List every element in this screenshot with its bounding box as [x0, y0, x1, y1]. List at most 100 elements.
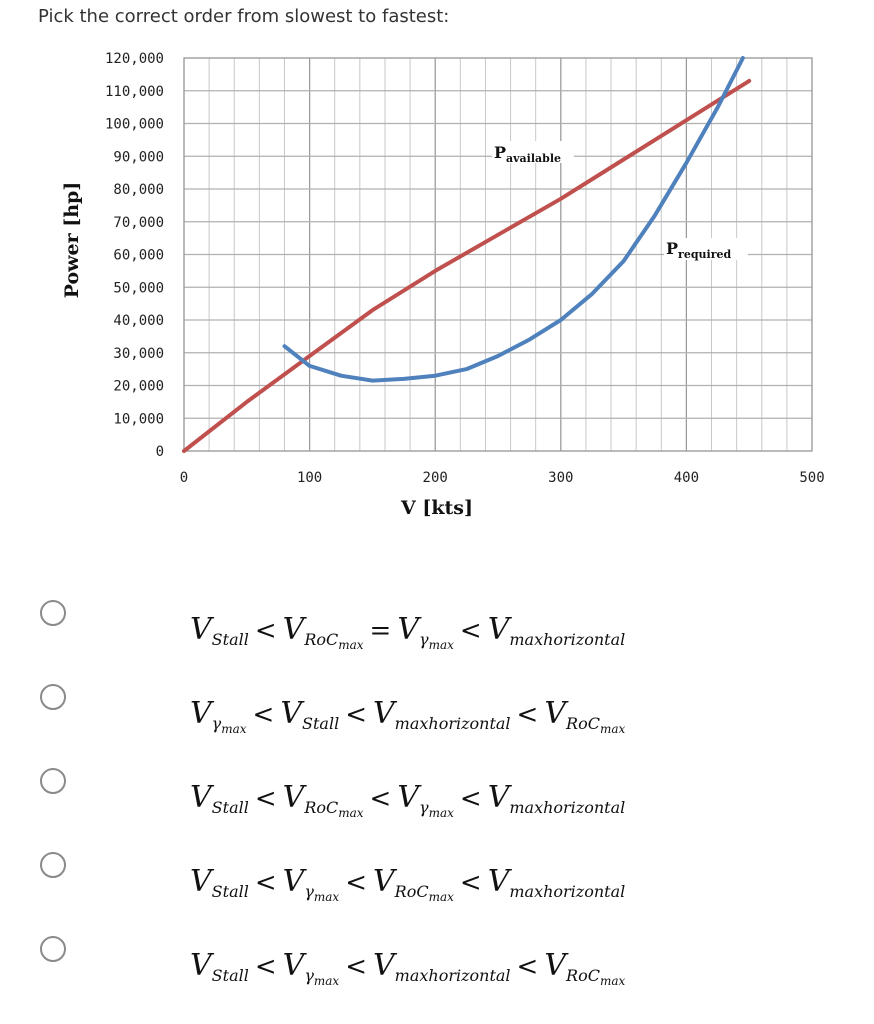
- series-line-required: [282, 56, 745, 383]
- series-label-available: Pavailable: [494, 143, 561, 165]
- data-point-required: [339, 374, 343, 378]
- radio-button-option-2[interactable]: [40, 684, 66, 710]
- data-point-required: [370, 379, 374, 383]
- option-formula-1: VStall < VRoCmax = Vγmax < Vmaxhorizontal: [190, 612, 625, 652]
- formula-term: VRoCmax: [372, 864, 454, 904]
- data-point-available: [747, 79, 751, 83]
- formula-term: VStall: [190, 780, 249, 817]
- data-point-required: [465, 367, 469, 371]
- formula-term: Vmaxhorizontal: [487, 864, 626, 901]
- data-point-available: [370, 308, 374, 312]
- formula-operator: <: [254, 868, 277, 898]
- series-line-available: [182, 78, 752, 453]
- formula-term: VRoCmax: [544, 948, 626, 988]
- data-point-required: [684, 161, 688, 165]
- y-tick-label: 60,000: [113, 248, 164, 264]
- radio-button-option-5[interactable]: [40, 936, 66, 962]
- formula-term: VRoCmax: [544, 696, 626, 736]
- formula-operator: <: [254, 616, 277, 646]
- data-point-required: [559, 318, 563, 322]
- formula-term: Vγmax: [282, 864, 340, 904]
- option-formula-4: VStall < Vγmax < VRoCmax < Vmaxhorizontal: [190, 864, 625, 904]
- formula-operator: <: [345, 700, 367, 730]
- data-point-available: [496, 233, 500, 237]
- data-point-available: [308, 354, 312, 358]
- formula-term: VStall: [280, 696, 340, 733]
- plot-border: [183, 57, 813, 452]
- data-point-required: [622, 259, 626, 263]
- y-tick-label: 20,000: [113, 379, 164, 395]
- data-point-required: [716, 105, 720, 109]
- answer-option-5[interactable]: VStall < Vγmax < Vmaxhorizontal < VRoCmax: [0, 912, 874, 996]
- formula-term: Vγmax: [397, 780, 454, 820]
- formula-term: VRoCmax: [282, 780, 364, 820]
- answer-option-2[interactable]: Vγmax < VStall < Vmaxhorizontal < VRoCmax: [0, 660, 874, 744]
- radio-button-option-3[interactable]: [40, 768, 66, 794]
- y-axis-label: Power [hp]: [61, 182, 83, 299]
- x-tick-label: 300: [548, 470, 573, 486]
- formula-term: Vγmax: [282, 948, 340, 988]
- formula-operator: <: [369, 784, 392, 814]
- formula-operator: <: [254, 952, 277, 982]
- y-tick-label: 70,000: [113, 215, 164, 231]
- data-point-available: [559, 197, 563, 201]
- data-point-required: [433, 374, 437, 378]
- formula-term: VStall: [190, 864, 249, 901]
- x-tick-label: 0: [180, 470, 188, 486]
- formula-operator: <: [252, 700, 275, 730]
- y-tick-label: 0: [156, 444, 164, 460]
- formula-term: Vγmax: [397, 612, 454, 652]
- x-tick-label: 400: [674, 470, 699, 486]
- data-point-required: [308, 364, 312, 368]
- answer-option-4[interactable]: VStall < Vγmax < VRoCmax < Vmaxhorizontal: [0, 828, 874, 912]
- radio-button-option-1[interactable]: [40, 600, 66, 626]
- formula-term: Vmaxhorizontal: [487, 612, 626, 649]
- y-tick-label: 40,000: [113, 313, 164, 329]
- x-tick-label: 200: [423, 470, 448, 486]
- formula-term: Vmaxhorizontal: [487, 780, 626, 817]
- data-point-available: [245, 400, 249, 404]
- option-formula-2: Vγmax < VStall < Vmaxhorizontal < VRoCmax: [190, 696, 625, 736]
- formula-operator: <: [516, 700, 539, 730]
- y-tick-label: 110,000: [105, 84, 164, 100]
- answer-option-1[interactable]: VStall < VRoCmax = Vγmax < Vmaxhorizontal: [0, 576, 874, 660]
- y-tick-label: 90,000: [113, 149, 164, 165]
- y-tick-label: 120,000: [105, 51, 164, 67]
- option-formula-5: VStall < Vγmax < Vmaxhorizontal < VRoCmax: [190, 948, 625, 988]
- x-tick-label: 500: [799, 470, 824, 486]
- y-tick-label: 30,000: [113, 346, 164, 362]
- data-point-required: [590, 292, 594, 296]
- formula-operator: <: [516, 952, 539, 982]
- formula-term: Vmaxhorizontal: [372, 696, 511, 733]
- x-axis-label: V [kts]: [400, 497, 473, 519]
- data-point-available: [622, 158, 626, 162]
- radio-button-option-4[interactable]: [40, 852, 66, 878]
- data-point-required: [496, 354, 500, 358]
- formula-term: VStall: [190, 948, 249, 985]
- y-tick-label: 100,000: [105, 117, 164, 133]
- data-point-required: [653, 213, 657, 217]
- power-velocity-chart: 0 10,000 20,000 30,000 40,000 50,000 60,000 70,…: [61, 51, 825, 519]
- formula-operator: <: [459, 868, 482, 898]
- x-tick-label: 100: [297, 470, 322, 486]
- data-point-required: [527, 338, 531, 342]
- option-formula-3: VStall < VRoCmax < Vγmax < Vmaxhorizontal: [190, 780, 625, 820]
- formula-operator: <: [254, 784, 277, 814]
- y-tick-label: 50,000: [113, 280, 164, 296]
- data-point-available: [433, 269, 437, 273]
- formula-term: Vmaxhorizontal: [372, 948, 511, 985]
- label-bg: [492, 141, 574, 163]
- data-point-required: [402, 377, 406, 381]
- formula-term: Vγmax: [190, 696, 247, 736]
- y-tick-label: 10,000: [113, 411, 164, 427]
- answer-option-3[interactable]: VStall < VRoCmax < Vγmax < Vmaxhorizontal: [0, 744, 874, 828]
- formula-operator: <: [459, 784, 482, 814]
- series-label-required: Prequired: [666, 239, 731, 261]
- data-point-available: [182, 449, 186, 453]
- formula-operator: <: [345, 868, 367, 898]
- data-point-required: [282, 344, 286, 348]
- y-tick-label: 80,000: [113, 182, 164, 198]
- data-point-required: [741, 56, 745, 60]
- formula-operator: <: [345, 952, 367, 982]
- formula-operator: =: [369, 616, 392, 646]
